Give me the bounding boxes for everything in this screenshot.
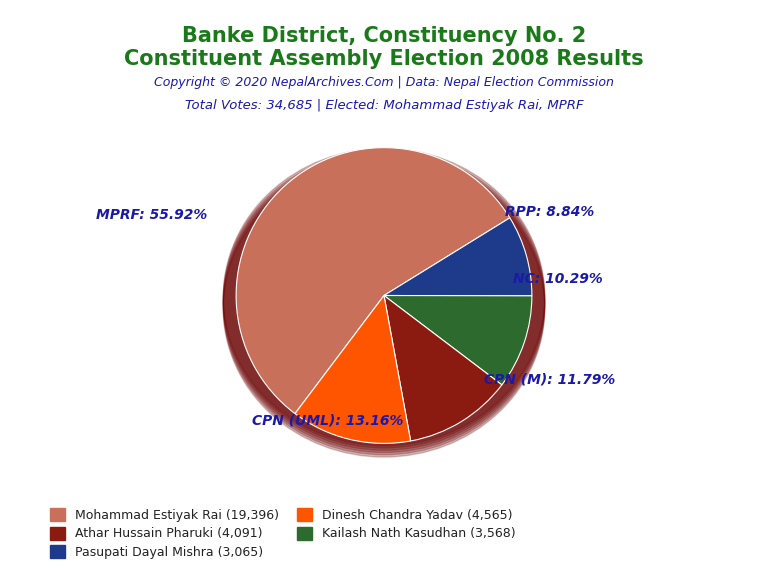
Ellipse shape — [223, 160, 545, 457]
Text: RPP: 8.84%: RPP: 8.84% — [505, 205, 594, 219]
Ellipse shape — [223, 151, 545, 448]
Wedge shape — [295, 295, 411, 444]
Wedge shape — [384, 218, 532, 296]
Wedge shape — [384, 295, 502, 441]
Legend: Mohammad Estiyak Rai (19,396), Athar Hussain Pharuki (4,091), Pasupati Dayal Mis: Mohammad Estiyak Rai (19,396), Athar Hus… — [45, 503, 521, 564]
Text: NC: 10.29%: NC: 10.29% — [512, 272, 602, 286]
Text: Copyright © 2020 NepalArchives.Com | Data: Nepal Election Commission: Copyright © 2020 NepalArchives.Com | Dat… — [154, 76, 614, 89]
Wedge shape — [384, 295, 532, 385]
Text: Total Votes: 34,685 | Elected: Mohammad Estiyak Rai, MPRF: Total Votes: 34,685 | Elected: Mohammad … — [184, 99, 584, 112]
Text: Constituent Assembly Election 2008 Results: Constituent Assembly Election 2008 Resul… — [124, 49, 644, 69]
Ellipse shape — [223, 155, 545, 453]
Text: CPN (UML): 13.16%: CPN (UML): 13.16% — [252, 414, 403, 428]
Text: Banke District, Constituency No. 2: Banke District, Constituency No. 2 — [182, 26, 586, 46]
Wedge shape — [236, 147, 510, 414]
Ellipse shape — [223, 157, 545, 455]
Text: CPN (M): 11.79%: CPN (M): 11.79% — [484, 372, 615, 386]
Ellipse shape — [223, 149, 545, 446]
Text: MPRF: 55.92%: MPRF: 55.92% — [96, 208, 207, 222]
Ellipse shape — [223, 153, 545, 450]
